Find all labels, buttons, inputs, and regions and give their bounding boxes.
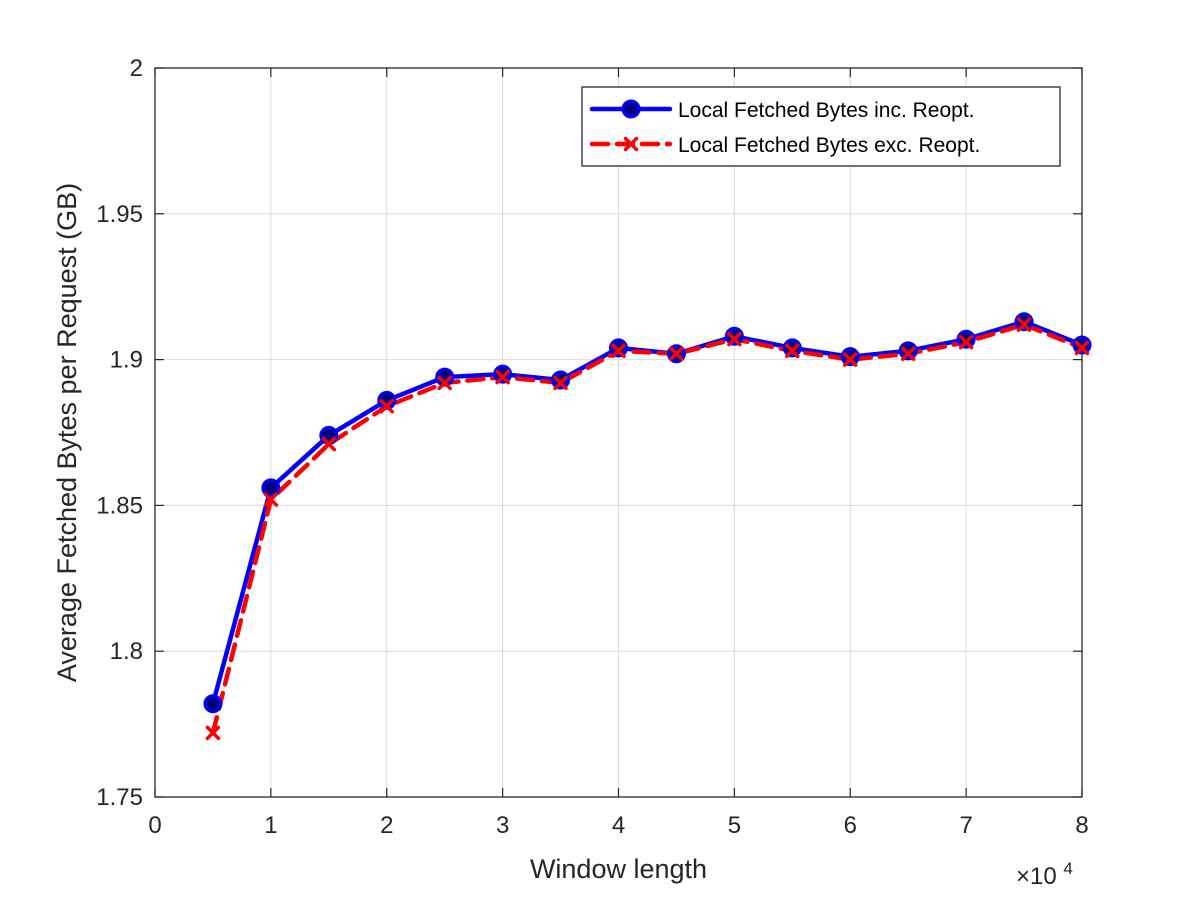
legend-marker <box>621 99 641 119</box>
data-point-x <box>553 375 568 391</box>
series-line-2 <box>210 322 1085 736</box>
x-axis-exponent-power: 4 <box>1063 859 1072 878</box>
data-point-x <box>1016 317 1032 332</box>
y-tick-label: 1.75 <box>96 784 143 811</box>
y-tick-label: 1.95 <box>96 201 143 228</box>
data-point-x <box>495 369 510 385</box>
data-point-x <box>669 346 684 362</box>
data-point-circle <box>609 338 628 358</box>
y-tick-label: 1.85 <box>96 492 143 519</box>
legend-box <box>581 86 1061 167</box>
data-point-x <box>958 334 974 350</box>
data-point-circle <box>840 347 860 367</box>
data-point-x <box>437 375 452 391</box>
data-point-x <box>727 331 742 347</box>
x-tick-label: 0 <box>148 812 161 839</box>
x-tick-label: 4 <box>612 812 625 839</box>
data-point-circle <box>898 341 918 361</box>
x-tick-label: 1 <box>264 812 277 839</box>
data-point-x <box>900 346 916 362</box>
x-tick-label: 3 <box>496 812 509 839</box>
data-point-x <box>205 725 221 741</box>
data-point-x <box>785 343 800 359</box>
data-point-x <box>611 343 626 359</box>
data-point-circle <box>956 329 976 349</box>
y-tick-label: 2 <box>130 55 143 82</box>
data-point-circle <box>551 370 571 390</box>
data-point-x <box>321 436 337 452</box>
data-point-x <box>263 492 279 507</box>
legend-label: Local Fetched Bytes exc. Reopt. <box>678 134 980 157</box>
data-point-x <box>1074 340 1090 356</box>
data-point-circle <box>782 338 802 358</box>
legend-item-2: Local Fetched Bytes exc. Reopt. <box>589 134 980 157</box>
data-point-circle <box>1072 335 1092 355</box>
legend-item-1: Local Fetched Bytes inc. Reopt. <box>589 99 975 122</box>
x-tick-label: 5 <box>728 812 741 839</box>
x-axis-label: Window length <box>530 854 707 884</box>
x-axis-exponent: ×10 4 <box>1016 859 1073 890</box>
data-point-circle <box>1014 312 1034 332</box>
axis-ticks: 0 1 2 3 4 5 6 7 8 1.75 1.8 1.85 1.9 1.95 2 <box>96 55 1088 839</box>
x-tick-label: 2 <box>380 812 393 839</box>
data-point-circle <box>493 364 513 384</box>
y-axis-label: Average Fetched Bytes per Request (GB) <box>52 183 82 682</box>
legend: Local Fetched Bytes inc. Reopt. Local Fet… <box>581 86 1061 167</box>
y-tick-label: 1.9 <box>110 347 143 374</box>
data-point-circle <box>261 478 281 498</box>
legend-label: Local Fetched Bytes inc. Reopt. <box>678 99 975 122</box>
x-tick-label: 8 <box>1075 812 1088 839</box>
x-axis-exponent-base: ×10 <box>1016 863 1057 890</box>
data-point-circle <box>203 694 223 714</box>
x-tick-label: 7 <box>959 812 972 839</box>
y-tick-label: 1.8 <box>110 638 143 665</box>
x-tick-label: 6 <box>844 812 857 839</box>
series-group <box>203 312 1092 741</box>
data-point-x <box>843 352 858 367</box>
data-point-x <box>379 399 394 414</box>
data-point-circle <box>724 326 744 346</box>
